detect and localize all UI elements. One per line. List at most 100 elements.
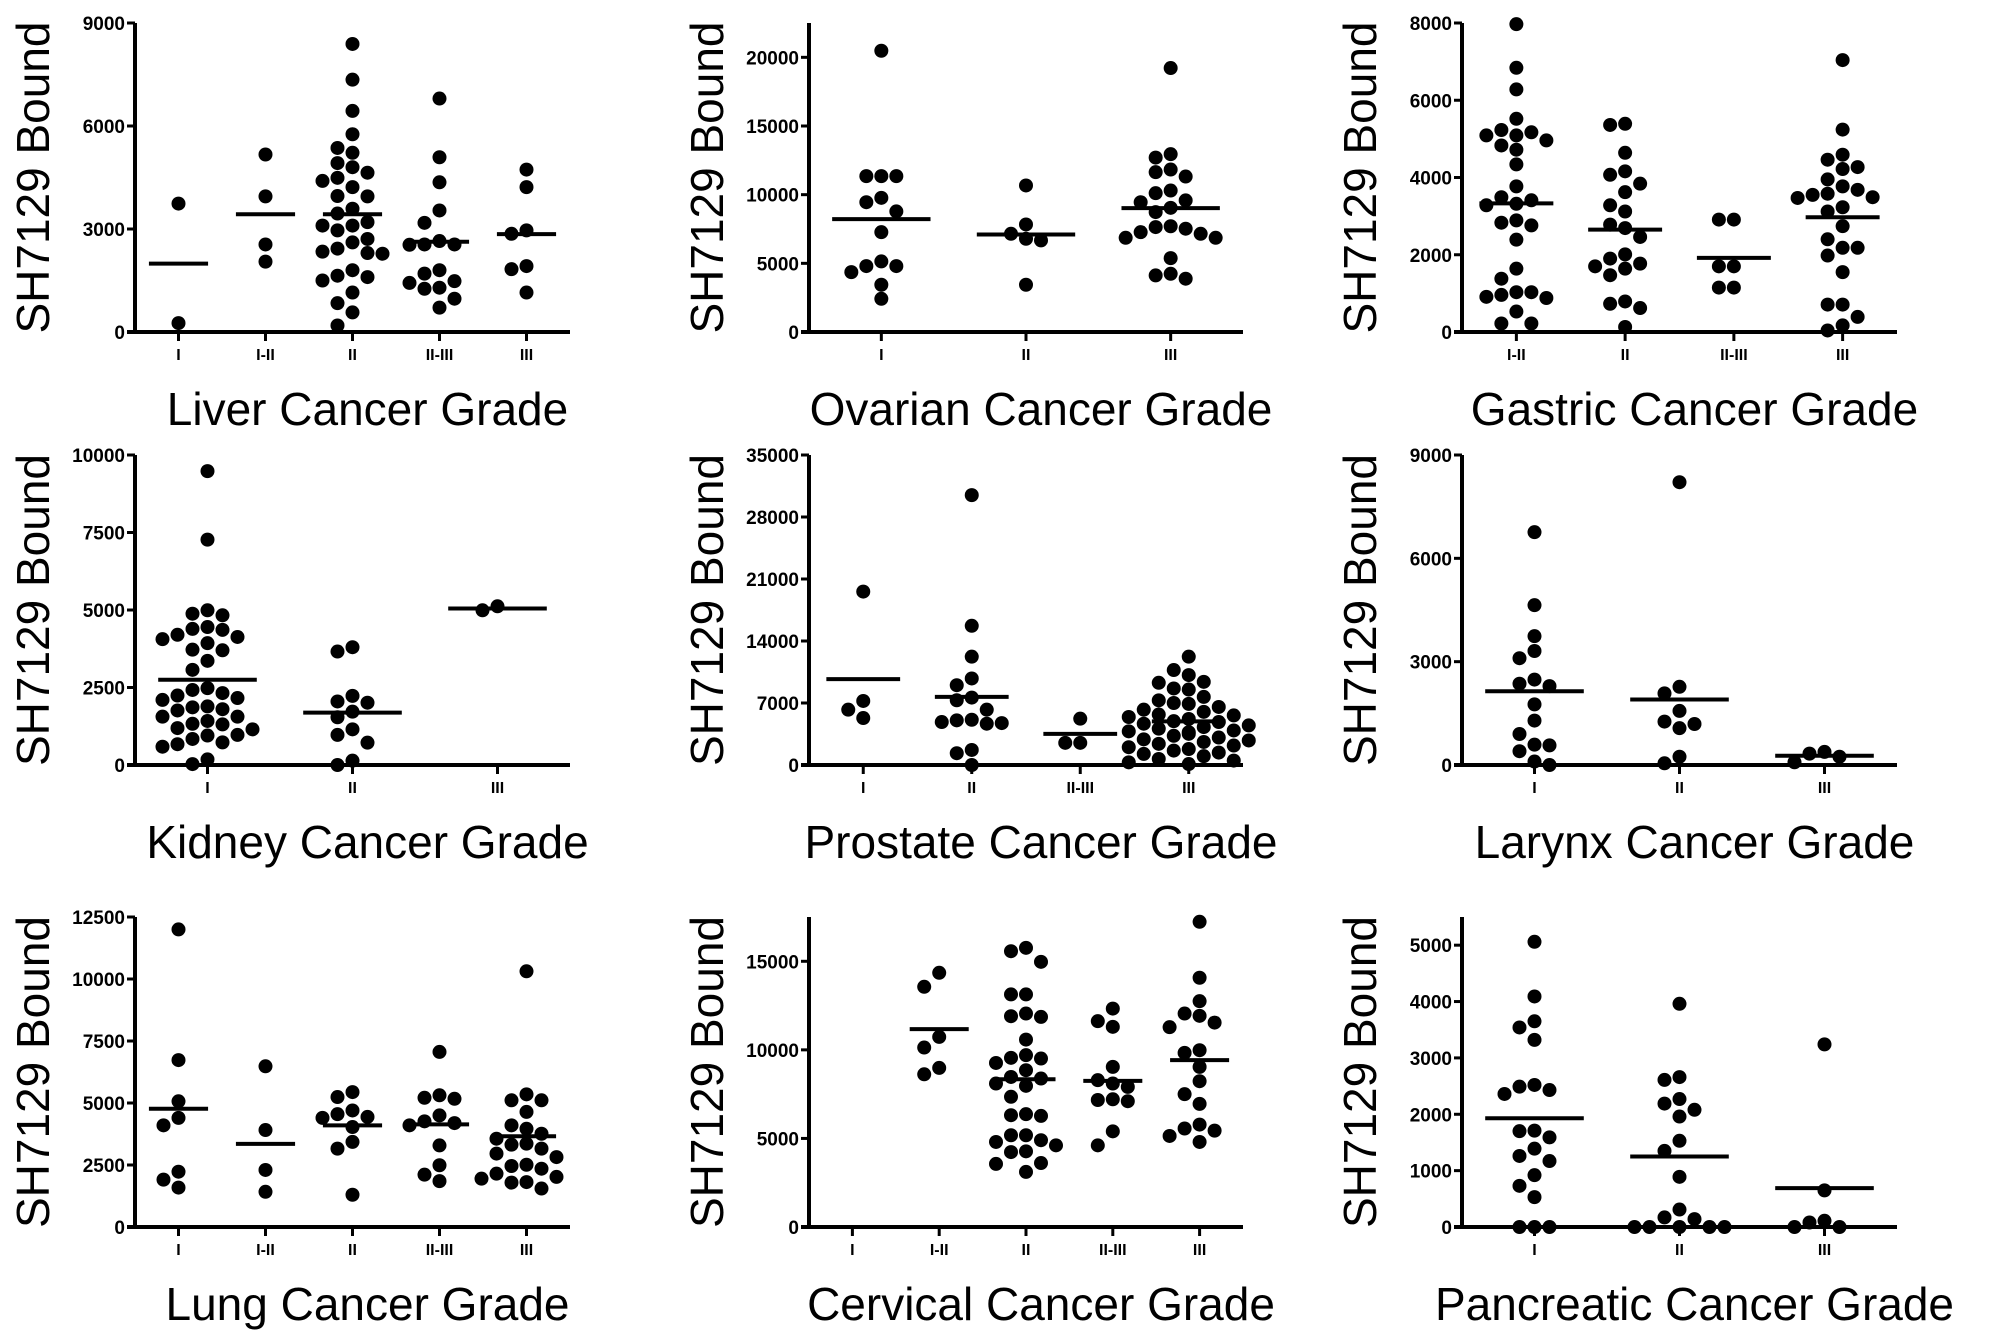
data-point bbox=[519, 162, 534, 177]
data-point bbox=[1178, 193, 1193, 208]
data-point bbox=[1004, 987, 1018, 1002]
data-point bbox=[1633, 229, 1648, 244]
data-point bbox=[1120, 1079, 1135, 1094]
data-point bbox=[258, 147, 273, 162]
x-axis-title: Larynx Cancer Grade bbox=[1475, 816, 1915, 868]
data-point bbox=[1136, 702, 1151, 717]
data-point bbox=[1603, 268, 1618, 283]
data-point bbox=[1034, 1133, 1048, 1148]
data-point bbox=[1512, 1148, 1527, 1163]
x-tick-label: II-III bbox=[1099, 1242, 1127, 1259]
x-tick-label: II-III bbox=[426, 347, 454, 364]
data-point bbox=[1178, 271, 1193, 286]
data-point bbox=[1509, 285, 1524, 300]
data-point bbox=[330, 156, 345, 171]
data-point bbox=[989, 1055, 1003, 1070]
data-point bbox=[1627, 1220, 1642, 1234]
data-point bbox=[345, 145, 360, 160]
data-point bbox=[1512, 651, 1527, 666]
data-point bbox=[1672, 996, 1687, 1011]
data-point bbox=[917, 979, 932, 994]
data-point bbox=[1193, 226, 1208, 241]
data-point bbox=[155, 692, 170, 707]
data-point bbox=[1166, 663, 1181, 678]
y-tick-label: 0 bbox=[788, 323, 799, 344]
data-point bbox=[330, 296, 345, 311]
data-point bbox=[1208, 230, 1223, 245]
data-point bbox=[402, 1118, 417, 1133]
data-point bbox=[1820, 204, 1835, 219]
data-point bbox=[1178, 221, 1193, 236]
data-point bbox=[215, 717, 230, 732]
data-point bbox=[432, 203, 447, 218]
data-point bbox=[874, 225, 889, 240]
data-point bbox=[345, 1187, 360, 1202]
data-point bbox=[1090, 1138, 1105, 1153]
data-point bbox=[1004, 1050, 1018, 1065]
data-point bbox=[1241, 733, 1256, 748]
data-point bbox=[171, 1053, 186, 1068]
data-point bbox=[330, 189, 345, 204]
data-point bbox=[185, 642, 200, 657]
data-point bbox=[1105, 1059, 1120, 1074]
data-point bbox=[1702, 1220, 1717, 1234]
data-point bbox=[200, 699, 215, 714]
y-tick-label: 3000 bbox=[1410, 653, 1452, 674]
data-point bbox=[1090, 1014, 1105, 1029]
data-point bbox=[1494, 138, 1509, 153]
data-point bbox=[330, 241, 345, 256]
data-point bbox=[185, 606, 200, 621]
data-point bbox=[258, 1162, 273, 1177]
data-point bbox=[1657, 714, 1672, 729]
data-point bbox=[1163, 183, 1178, 198]
data-point bbox=[964, 618, 979, 633]
data-point bbox=[330, 223, 345, 238]
x-tick-label: II bbox=[967, 780, 976, 797]
y-tick-label: 6000 bbox=[1410, 91, 1452, 112]
data-point bbox=[1226, 738, 1241, 753]
y-tick-label: 7500 bbox=[83, 1032, 125, 1053]
data-point bbox=[315, 218, 330, 233]
data-point bbox=[1711, 259, 1726, 274]
data-point bbox=[1192, 1008, 1207, 1023]
data-point bbox=[258, 1059, 273, 1074]
x-tick-label: III bbox=[1182, 780, 1195, 797]
x-axis-title: Ovarian Cancer Grade bbox=[810, 383, 1273, 435]
data-point bbox=[1618, 164, 1633, 179]
data-point bbox=[989, 1134, 1003, 1149]
data-point bbox=[1211, 699, 1226, 714]
data-point bbox=[917, 1040, 932, 1055]
data-point bbox=[1207, 1015, 1222, 1030]
data-point bbox=[1019, 277, 1033, 292]
data-point bbox=[417, 237, 432, 252]
data-point bbox=[1148, 186, 1163, 201]
y-tick-label: 5000 bbox=[83, 601, 125, 622]
x-tick-label: II-III bbox=[1720, 347, 1748, 364]
data-point bbox=[432, 1088, 447, 1103]
data-point bbox=[1163, 251, 1178, 266]
x-tick-label: III bbox=[520, 347, 533, 364]
data-point bbox=[1820, 186, 1835, 201]
data-point bbox=[1820, 232, 1835, 247]
y-tick-label: 5000 bbox=[83, 1094, 125, 1115]
data-point bbox=[1835, 265, 1850, 280]
x-tick-label: III bbox=[1818, 780, 1831, 797]
data-point bbox=[1163, 162, 1178, 177]
data-point bbox=[1603, 167, 1618, 182]
x-tick-label: III bbox=[1818, 1242, 1831, 1259]
data-point bbox=[534, 1161, 549, 1176]
data-point bbox=[1539, 133, 1554, 148]
data-point bbox=[1181, 682, 1196, 697]
y-tick-label: 15000 bbox=[746, 117, 799, 138]
data-point bbox=[964, 671, 979, 686]
data-point bbox=[1034, 954, 1048, 969]
data-point bbox=[417, 281, 432, 296]
y-tick-label: 10000 bbox=[746, 186, 799, 207]
x-tick-label: I bbox=[861, 780, 865, 797]
data-point bbox=[934, 715, 949, 730]
data-point bbox=[1178, 169, 1193, 184]
data-point bbox=[1004, 1009, 1018, 1024]
data-point bbox=[1226, 723, 1241, 738]
data-point bbox=[1019, 987, 1033, 1002]
data-point bbox=[549, 1150, 564, 1165]
